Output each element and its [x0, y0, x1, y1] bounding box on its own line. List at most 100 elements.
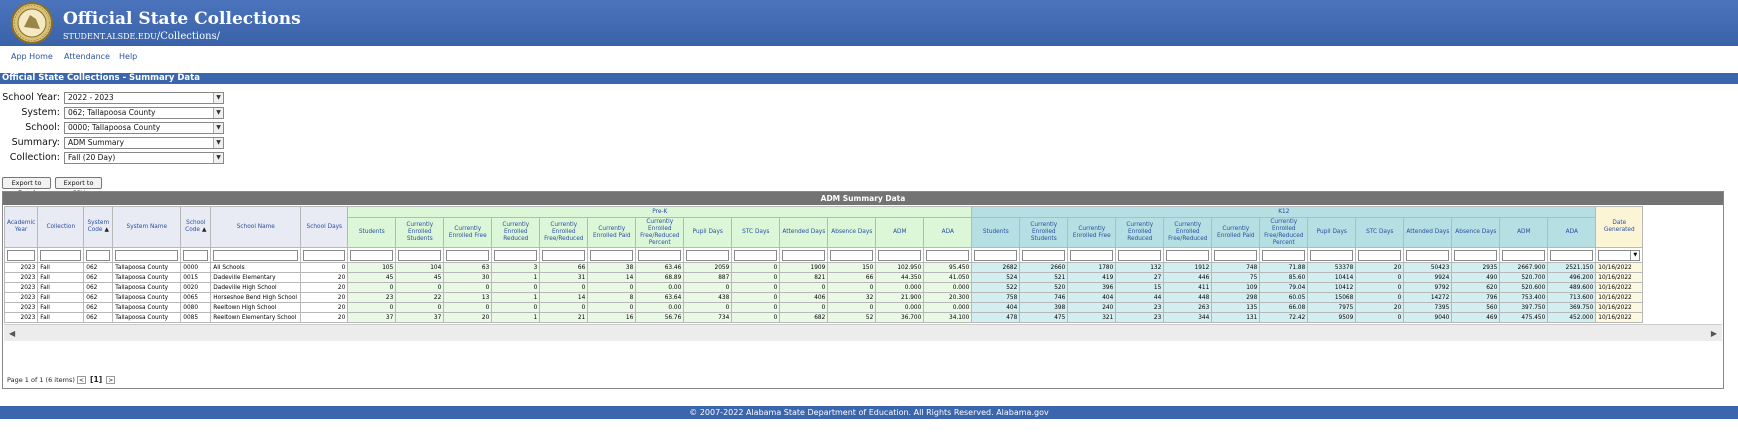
prek-col-header-6[interactable]: Currently Enrolled Free/Reduced Percent: [635, 217, 685, 248]
prek-col-header-1[interactable]: Currently Enrolled Students: [395, 217, 445, 248]
prek-col-header-3[interactable]: Currently Enrolled Reduced: [491, 217, 541, 248]
column-filter-input[interactable]: [1118, 249, 1162, 261]
k12-col-header-5[interactable]: Currently Enrolled Paid: [1211, 217, 1261, 248]
table-cell: 37: [395, 312, 445, 323]
horizontal-scrollbar[interactable]: ◀ ▶: [4, 324, 1722, 341]
export-csv-button[interactable]: Export to CSV: [55, 177, 102, 197]
sort-ascending-icon[interactable]: ▲: [201, 227, 207, 233]
k12-col-header-0[interactable]: Students: [971, 217, 1021, 248]
column-filter-input[interactable]: [638, 249, 682, 261]
scroll-left-icon[interactable]: ◀: [9, 329, 16, 338]
column-filter-input[interactable]: [86, 249, 111, 261]
nav-app-home[interactable]: App Home: [11, 52, 53, 61]
column-filter-input[interactable]: [1310, 249, 1354, 261]
column-filter-input[interactable]: [1454, 249, 1498, 261]
column-filter-input[interactable]: [7, 249, 36, 261]
col-header-0[interactable]: Academic Year: [3, 206, 39, 248]
k12-col-header-2[interactable]: Currently Enrolled Free: [1067, 217, 1117, 248]
prek-col-header-4[interactable]: Currently Enrolled Free/Reduced: [539, 217, 589, 248]
column-filter-input[interactable]: [686, 249, 730, 261]
k12-col-header-4[interactable]: Currently Enrolled Free/Reduced: [1163, 217, 1213, 248]
prek-col-header-5[interactable]: Currently Enrolled Paid: [587, 217, 637, 248]
k12-col-header-1[interactable]: Currently Enrolled Students: [1019, 217, 1069, 248]
table-cell: 404: [971, 302, 1021, 313]
table-row[interactable]: 2023 Fall 062 Tallapoosa County 0015 Dadevill…: [3, 272, 1644, 283]
chevron-down-icon[interactable]: ▼: [213, 138, 223, 148]
column-filter-input[interactable]: [830, 249, 874, 261]
k12-col-header-8[interactable]: STC Days: [1355, 217, 1405, 248]
table-row[interactable]: 2023 Fall 062 Tallapoosa County 0000 All Scho…: [3, 262, 1644, 273]
column-filter-input[interactable]: [734, 249, 778, 261]
k12-col-header-10[interactable]: Absence Days: [1451, 217, 1501, 248]
column-filter-input[interactable]: [446, 249, 490, 261]
k12-col-header-11[interactable]: ADM: [1499, 217, 1549, 248]
prek-col-header-7[interactable]: Pupil Days: [683, 217, 733, 248]
school-select[interactable]: 0000; Tallapoosa County ▼: [64, 122, 224, 134]
column-filter-input[interactable]: [590, 249, 634, 261]
col-header-5[interactable]: School Name: [210, 206, 302, 248]
k12-col-header-9[interactable]: Attended Days: [1403, 217, 1453, 248]
column-filter-input[interactable]: [350, 249, 394, 261]
column-filter-input[interactable]: [782, 249, 826, 261]
prek-col-header-0[interactable]: Students: [347, 217, 397, 248]
column-filter-input[interactable]: [1262, 249, 1306, 261]
chevron-down-icon[interactable]: ▼: [213, 93, 223, 103]
date-filter-dropdown[interactable]: ▼: [1598, 249, 1641, 261]
column-filter-input[interactable]: [1502, 249, 1546, 261]
summary-select[interactable]: ADM Summary ▼: [64, 137, 224, 149]
column-filter-input[interactable]: [494, 249, 538, 261]
column-filter-input[interactable]: [542, 249, 586, 261]
scroll-right-icon[interactable]: ▶: [1710, 329, 1717, 338]
prek-col-header-11[interactable]: ADM: [875, 217, 925, 248]
k12-col-header-7[interactable]: Pupil Days: [1307, 217, 1357, 248]
col-header-date[interactable]: Date Generated: [1595, 206, 1644, 248]
column-filter-input[interactable]: [1214, 249, 1258, 261]
prek-col-header-9[interactable]: Attended Days: [779, 217, 829, 248]
column-filter-input[interactable]: [398, 249, 442, 261]
column-filter-input[interactable]: [213, 249, 299, 261]
pager-prev-button[interactable]: <: [76, 376, 86, 384]
col-header-3[interactable]: System Name: [112, 206, 182, 248]
column-filter-input[interactable]: [974, 249, 1018, 261]
prek-col-header-8[interactable]: STC Days: [731, 217, 781, 248]
column-filter-input[interactable]: [1022, 249, 1066, 261]
column-filter-input[interactable]: [183, 249, 209, 261]
export-excel-button[interactable]: Export to Excel: [2, 177, 51, 197]
column-filter-input[interactable]: [303, 249, 346, 261]
col-header-6[interactable]: School Days: [300, 206, 349, 248]
school-year-select[interactable]: 2022 - 2023 ▼: [64, 92, 224, 104]
column-filter-input[interactable]: [1166, 249, 1210, 261]
table-row[interactable]: 2023 Fall 062 Tallapoosa County 0065 Horsesho…: [3, 292, 1644, 303]
chevron-down-icon[interactable]: ▼: [213, 153, 223, 163]
collection-select[interactable]: Fall (20 Day) ▼: [64, 152, 224, 164]
table-row[interactable]: 2023 Fall 062 Tallapoosa County 0080 Reeltown…: [3, 302, 1644, 313]
nav-help[interactable]: Help: [119, 52, 138, 61]
column-filter-input[interactable]: [878, 249, 922, 261]
system-select[interactable]: 062; Tallapoosa County ▼: [64, 107, 224, 119]
column-filter-input[interactable]: [1070, 249, 1114, 261]
table-row[interactable]: 2023 Fall 062 Tallapoosa County 0020 Dadevill…: [3, 282, 1644, 293]
column-filter-input[interactable]: [1358, 249, 1402, 261]
table-row[interactable]: 2023 Fall 062 Tallapoosa County 0085 Reeltown…: [3, 312, 1644, 323]
column-filter-input[interactable]: [926, 249, 970, 261]
sort-ascending-icon[interactable]: ▲: [104, 227, 109, 233]
chevron-down-icon[interactable]: ▼: [213, 123, 223, 133]
prek-col-header-2[interactable]: Currently Enrolled Free: [443, 217, 493, 248]
nav-attendance[interactable]: Attendance: [64, 52, 110, 61]
col-header-1[interactable]: Collection: [37, 206, 85, 248]
chevron-down-icon[interactable]: ▼: [1630, 250, 1639, 260]
chevron-down-icon[interactable]: ▼: [213, 108, 223, 118]
k12-col-header-3[interactable]: Currently Enrolled Reduced: [1115, 217, 1165, 248]
column-filter-input[interactable]: [40, 249, 82, 261]
column-filter-input[interactable]: [1406, 249, 1450, 261]
column-filter-input[interactable]: [1550, 249, 1594, 261]
k12-col-header-12[interactable]: ADA: [1547, 217, 1597, 248]
col-header-2[interactable]: System Code ▲: [83, 206, 114, 248]
pager-next-button[interactable]: >: [106, 376, 116, 384]
prek-col-header-10[interactable]: Absence Days: [827, 217, 877, 248]
column-filter-input[interactable]: [115, 249, 179, 261]
prek-col-header-12[interactable]: ADA: [923, 217, 973, 248]
col-header-4[interactable]: School Code ▲: [180, 206, 212, 248]
k12-col-header-6[interactable]: Currently Enrolled Free/Reduced Percent: [1259, 217, 1309, 248]
pager-current-page[interactable]: [1]: [90, 375, 103, 384]
